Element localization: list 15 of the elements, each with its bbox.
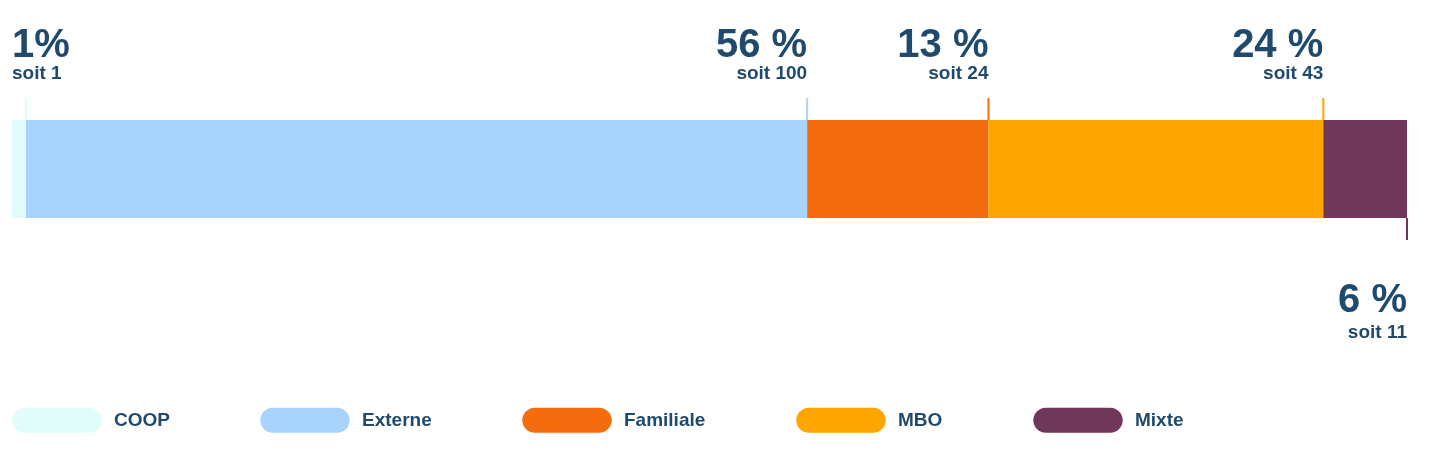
data-label: 1% [12,21,70,65]
legend-label: Externe [362,409,432,431]
text: soit 1 [12,62,63,83]
data-label: 13 % [897,21,989,65]
legend-label: Familiale [624,409,706,431]
text: soit 24 [928,62,989,83]
data-label: 6 % [1338,276,1407,320]
text: soit 100 [736,62,808,83]
text: soit 11 [1347,321,1408,342]
text: soit 43 [1263,62,1324,83]
data-label: 24 % [1232,21,1324,65]
legend-label: Mixte [1135,409,1184,431]
data-label: 56 % [715,21,808,65]
legend-label: COOP [114,409,171,431]
legend-label: MBO [898,409,943,431]
